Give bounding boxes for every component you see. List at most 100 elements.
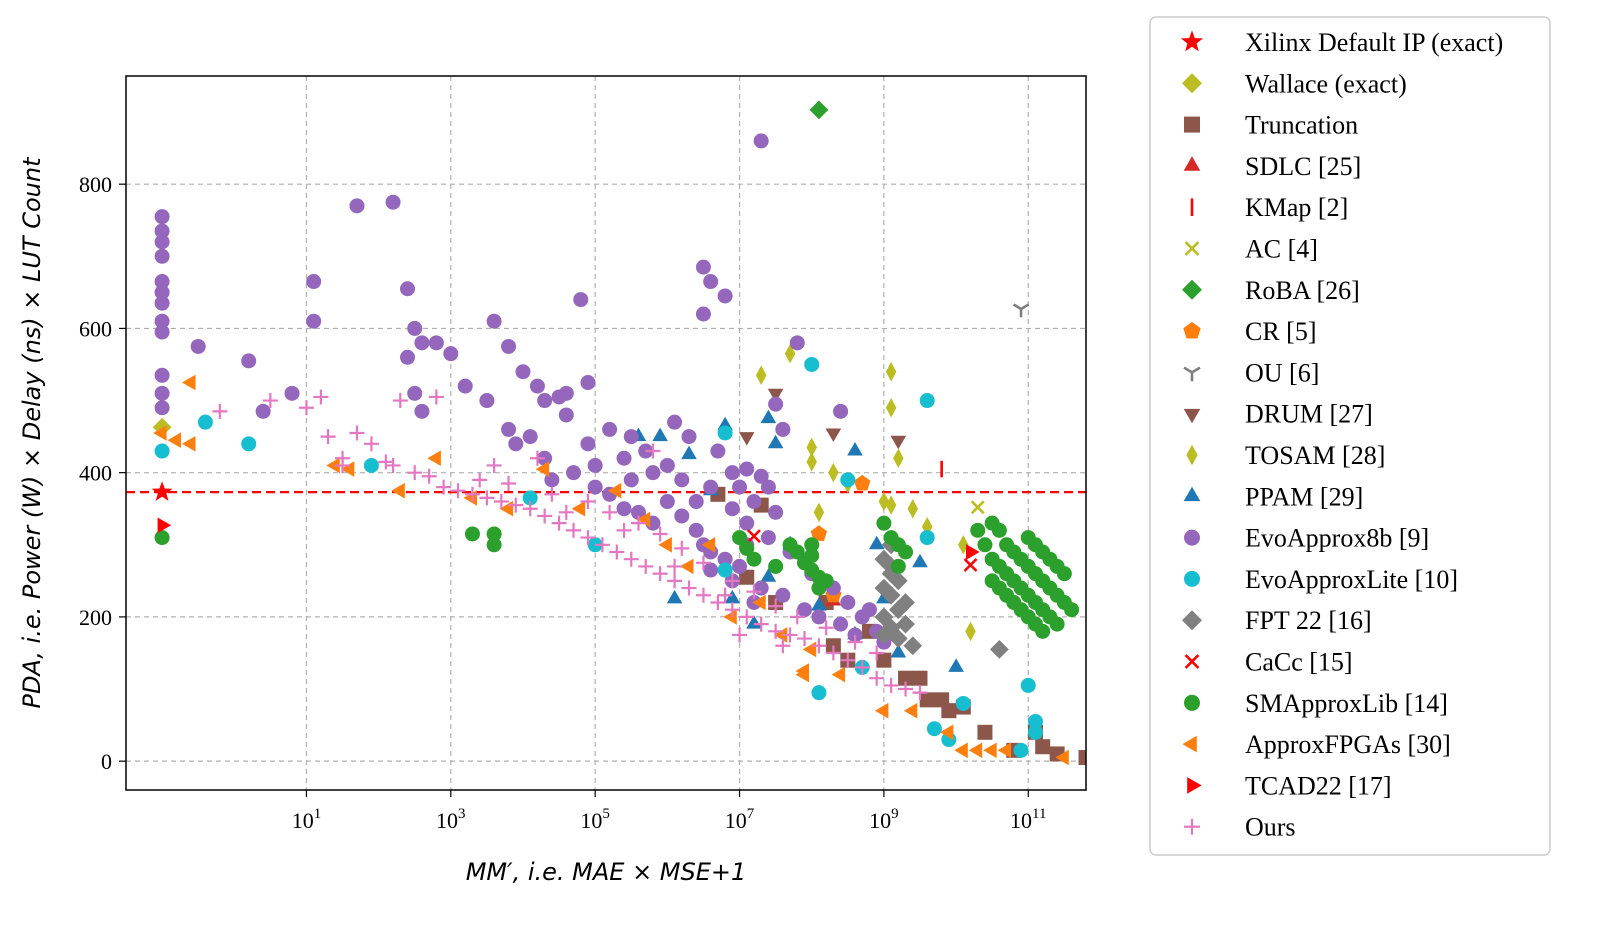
- data-point: [806, 452, 817, 472]
- data-point: [154, 400, 170, 416]
- data-point: [638, 558, 654, 574]
- data-point: [501, 475, 517, 491]
- data-point: [968, 742, 983, 759]
- data-point: [594, 537, 610, 553]
- legend-entry: DRUM [27]: [1183, 400, 1373, 429]
- data-point: [1035, 623, 1051, 639]
- data-point: [893, 448, 904, 468]
- data-point: [515, 364, 531, 380]
- data-point: [747, 529, 761, 544]
- data-point: [804, 537, 820, 553]
- legend-entry: AC [4]: [1184, 235, 1318, 264]
- data-point: [912, 670, 928, 686]
- data-point: [501, 338, 517, 354]
- legend-label: EvoApprox8b [9]: [1245, 524, 1429, 553]
- data-point: [991, 522, 1007, 538]
- data-point: [810, 525, 828, 541]
- data-point: [695, 259, 711, 275]
- data-point: [151, 481, 173, 501]
- data-point: [630, 515, 646, 531]
- data-point: [313, 389, 329, 405]
- data-point: [828, 462, 839, 483]
- x-tick-base: 10: [292, 808, 314, 833]
- x-tick-label: 101: [292, 806, 322, 833]
- data-point: [825, 428, 842, 442]
- series-xilinx-default-ip-exact: [151, 481, 173, 501]
- data-point: [457, 378, 473, 394]
- data-point: [443, 346, 459, 362]
- data-point: [580, 494, 596, 510]
- x-tick-base: 10: [580, 808, 602, 833]
- data-point: [197, 414, 213, 430]
- data-point: [804, 356, 820, 372]
- data-point: [688, 494, 704, 510]
- legend-marker: [1184, 570, 1200, 587]
- data-point: [652, 566, 668, 582]
- legend-label: ApproxFPGAs [30]: [1245, 730, 1451, 759]
- legend-label: SMApproxLib [14]: [1245, 689, 1448, 718]
- data-point: [717, 562, 733, 578]
- data-point: [868, 535, 885, 550]
- data-point: [717, 587, 733, 603]
- data-point: [659, 494, 675, 510]
- data-point: [912, 685, 928, 701]
- data-point: [890, 435, 907, 450]
- data-point: [464, 526, 480, 542]
- x-tick-exponent: 5: [602, 806, 610, 822]
- data-point: [955, 695, 971, 711]
- data-point: [717, 551, 733, 567]
- data-point: [789, 609, 805, 625]
- legend-entry: FPT 22 [16]: [1182, 606, 1372, 635]
- data-point: [681, 445, 697, 460]
- data-point: [378, 454, 394, 470]
- data-point: [739, 461, 755, 477]
- data-point: [869, 645, 885, 661]
- data-point: [966, 544, 980, 560]
- data-point: [667, 573, 683, 589]
- data-point: [885, 361, 897, 382]
- data-point: [898, 681, 914, 697]
- data-point: [958, 535, 969, 555]
- data-point: [479, 393, 495, 409]
- data-point: [789, 335, 805, 351]
- data-point: [768, 396, 784, 412]
- legend-entry: TCAD22 [17]: [1187, 771, 1392, 800]
- data-point: [154, 248, 170, 264]
- data-point: [775, 638, 791, 654]
- data-point: [537, 508, 553, 524]
- data-point: [421, 468, 437, 484]
- data-point: [926, 721, 942, 737]
- x-tick-label: 105: [580, 806, 610, 833]
- legend-marker: [1183, 321, 1201, 339]
- data-point: [190, 338, 206, 354]
- legend-entry: EvoApproxLite [10]: [1184, 565, 1458, 594]
- data-point: [1013, 742, 1029, 758]
- data-point: [154, 313, 170, 329]
- data-point: [695, 555, 711, 571]
- data-point: [768, 623, 784, 639]
- data-point: [795, 663, 809, 679]
- data-point: [739, 515, 755, 531]
- legend-entry: SMApproxLib [14]: [1184, 689, 1448, 718]
- legend-entry: CaCc [15]: [1184, 648, 1353, 677]
- data-point: [919, 692, 935, 708]
- data-point: [154, 443, 170, 459]
- data-point: [400, 349, 416, 365]
- data-point: [896, 593, 915, 612]
- data-point: [948, 658, 964, 672]
- data-point: [760, 530, 776, 546]
- legend-entry: EvoApprox8b [9]: [1184, 524, 1429, 553]
- data-point: [746, 615, 762, 629]
- data-point: [306, 313, 322, 329]
- data-point: [890, 644, 907, 658]
- data-point: [623, 429, 639, 445]
- data-point: [701, 537, 716, 553]
- legend-entry: Truncation: [1184, 111, 1358, 140]
- data-point: [760, 568, 777, 582]
- data-point: [854, 474, 871, 491]
- data-point: [977, 724, 993, 740]
- data-point: [898, 670, 914, 686]
- data-point: [472, 472, 488, 488]
- data-point: [566, 522, 582, 538]
- legend-marker: [1184, 694, 1200, 711]
